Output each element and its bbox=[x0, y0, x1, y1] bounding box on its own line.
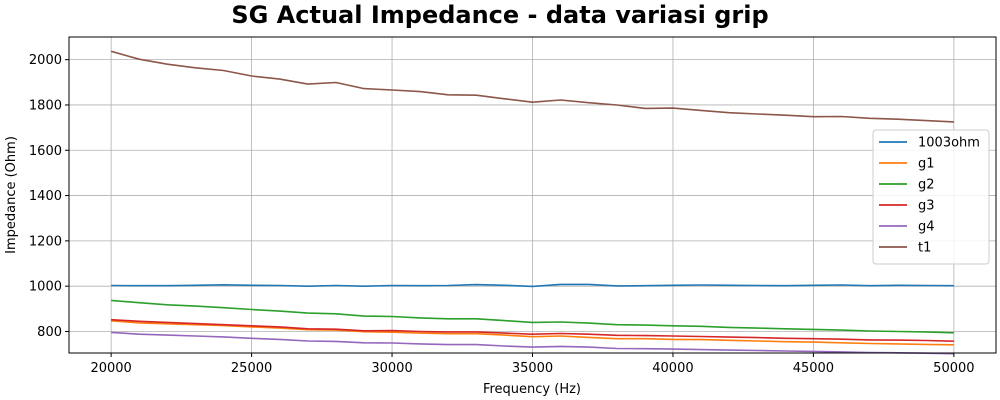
grid bbox=[69, 37, 996, 353]
x-axis-label: Frequency (Hz) bbox=[483, 382, 581, 397]
y-axis-label: Impedance (Ohm) bbox=[4, 136, 19, 254]
x-tick-label: 50000 bbox=[933, 361, 974, 376]
legend-label: g4 bbox=[918, 220, 935, 235]
y-tick-label: 1200 bbox=[29, 234, 62, 249]
series-line-g3 bbox=[111, 318, 954, 342]
series-line-g1 bbox=[111, 320, 954, 346]
legend-label: g1 bbox=[918, 157, 935, 172]
series-line-t1 bbox=[110, 50, 954, 123]
x-tick-label: 30000 bbox=[371, 361, 412, 376]
x-tick-label: 45000 bbox=[793, 361, 834, 376]
series-line-g4 bbox=[111, 331, 954, 355]
y-axis-ticks: 800 1000 1200 1400 1600 1800 2000 bbox=[29, 53, 69, 340]
x-axis-ticks: 20000 25000 30000 35000 40000 45000 50000 bbox=[90, 353, 975, 376]
legend-label: t1 bbox=[918, 241, 931, 256]
legend-label: g3 bbox=[918, 199, 935, 214]
legend-label: 1003ohm bbox=[918, 136, 980, 151]
y-tick-label: 1000 bbox=[29, 280, 62, 295]
series-line-g2 bbox=[111, 299, 954, 334]
series-line-1003ohm bbox=[111, 283, 954, 288]
x-tick-label: 35000 bbox=[512, 361, 553, 376]
x-tick-label: 20000 bbox=[90, 361, 131, 376]
legend: 1003ohm g1 g2 g3 g4 t1 bbox=[872, 129, 990, 265]
legend-label: g2 bbox=[918, 178, 935, 193]
y-tick-label: 1800 bbox=[29, 98, 62, 113]
y-tick-label: 800 bbox=[37, 325, 62, 340]
chart-title: SG Actual Impedance - data variasi grip bbox=[231, 1, 768, 29]
x-tick-label: 25000 bbox=[231, 361, 272, 376]
series-lines bbox=[110, 50, 954, 355]
y-tick-label: 2000 bbox=[29, 53, 62, 68]
y-tick-label: 1400 bbox=[29, 189, 62, 204]
x-tick-label: 40000 bbox=[652, 361, 693, 376]
y-tick-label: 1600 bbox=[29, 144, 62, 159]
